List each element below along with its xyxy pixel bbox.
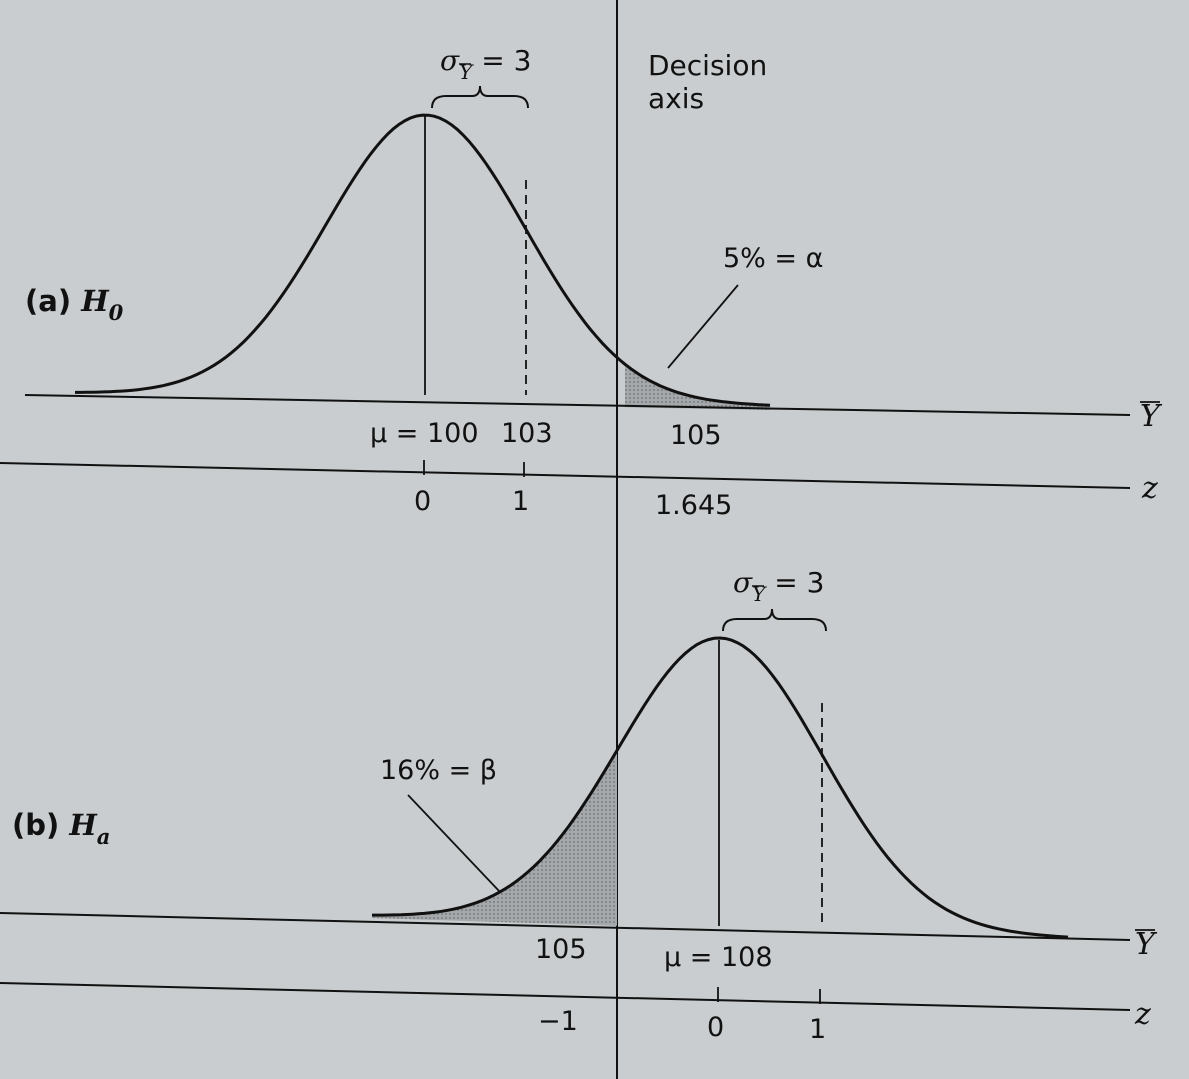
alpha-leader-line bbox=[667, 284, 739, 369]
beta-label: 16% = β bbox=[380, 755, 497, 786]
ybar-tick-105-a: 105 bbox=[670, 420, 722, 451]
sigma-brace-a bbox=[431, 85, 529, 109]
alpha-label: 5% = α bbox=[723, 243, 823, 274]
z-tick-label-1645: 1.645 bbox=[655, 490, 732, 521]
z-axis-name-a: z bbox=[1141, 471, 1158, 506]
z-tick-label-1-b: 1 bbox=[809, 1014, 826, 1045]
sigma-label-b: σY = 3 bbox=[733, 566, 824, 606]
ybar-tick-103: 103 bbox=[501, 418, 553, 449]
z-tick-label-0-b: 0 bbox=[707, 1012, 724, 1043]
ybar-axis-a bbox=[24, 394, 1131, 416]
null-distribution-curve bbox=[75, 113, 771, 407]
alpha-region bbox=[625, 364, 770, 410]
z-tick-label-m1: −1 bbox=[538, 1006, 578, 1037]
panel-a: σY = 3 5% = α (a) H0 μ = 100 103 105 Y 0… bbox=[0, 44, 1163, 521]
z-axis-name-b: z bbox=[1134, 997, 1151, 1032]
mean-label-a: μ = 100 bbox=[370, 418, 479, 449]
beta-region bbox=[372, 750, 617, 926]
ybar-axis-name-b: Y bbox=[1135, 927, 1158, 962]
decision-axis-label-line2: axis bbox=[648, 82, 704, 115]
decision-axis-label-line1: Decision bbox=[648, 49, 767, 82]
z-tick-label-0-a: 0 bbox=[414, 486, 431, 517]
sigma-brace-b bbox=[722, 608, 827, 632]
beta-leader-line bbox=[407, 794, 501, 893]
ybar-axis-b bbox=[0, 912, 1131, 941]
mean-label-b: μ = 108 bbox=[664, 942, 773, 973]
ybar-tick-105-b: 105 bbox=[535, 934, 587, 965]
ybar-axis-name-a: Y bbox=[1140, 399, 1163, 434]
panel-b-label: (b) Ha bbox=[12, 808, 110, 849]
z-axis-b bbox=[0, 982, 1131, 1011]
z-tick-label-1-a: 1 bbox=[512, 486, 529, 517]
sigma-label-a: σY = 3 bbox=[440, 44, 531, 84]
z-axis-a bbox=[0, 462, 1131, 489]
panel-a-label: (a) H0 bbox=[25, 284, 124, 325]
alternative-distribution-curve bbox=[372, 636, 1069, 939]
panel-b: σY = 3 16% = β (b) Ha 105 μ = 108 Y −1 0… bbox=[0, 566, 1158, 1045]
